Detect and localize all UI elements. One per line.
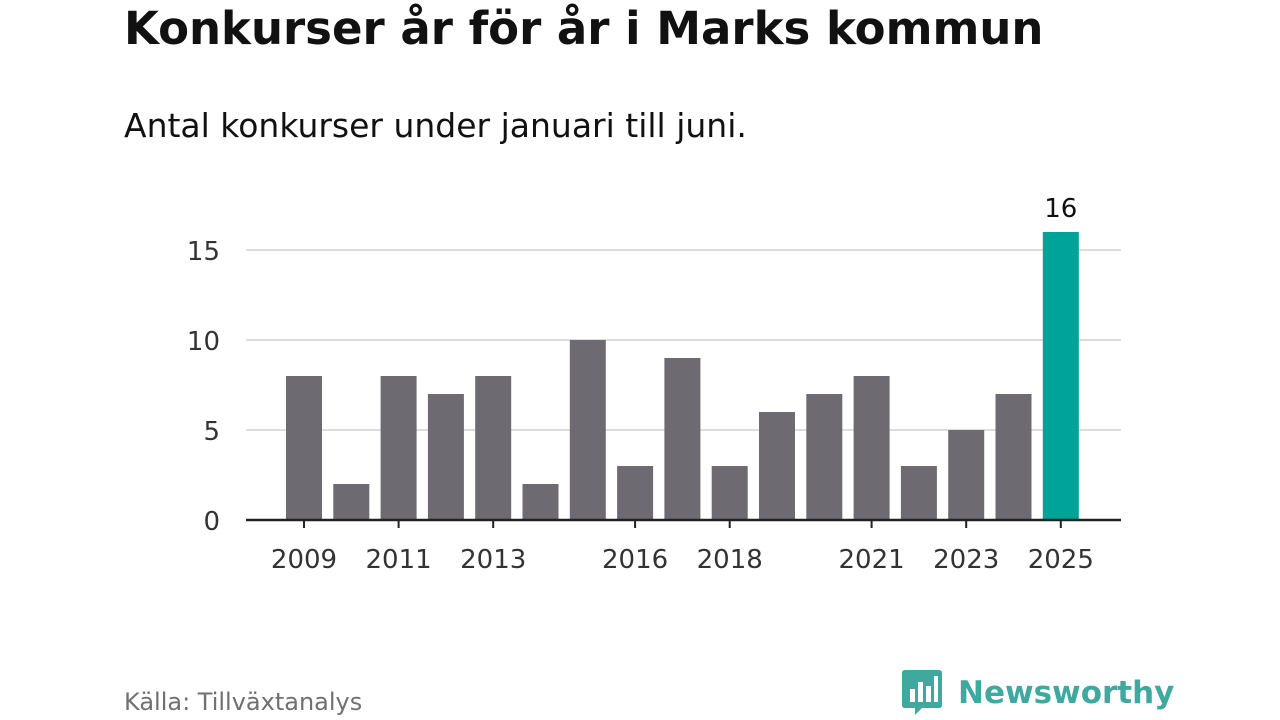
axes: [246, 518, 1121, 528]
bar-2022: [900, 466, 937, 520]
x-tick-label-2016: 2016: [602, 545, 668, 575]
bar-2010: [333, 484, 370, 520]
bar-2017: [664, 358, 701, 520]
bar-2014: [522, 484, 559, 520]
y-tick-label-0: 0: [203, 507, 220, 537]
x-tick-label-2023: 2023: [933, 545, 999, 575]
bar-2018: [711, 466, 748, 520]
bar-2015: [569, 340, 606, 520]
y-tick-label-5: 5: [203, 417, 220, 447]
bar-2012: [427, 394, 464, 520]
chart-subtitle: Antal konkurser under januari till juni.: [124, 106, 747, 145]
bars: [286, 232, 1079, 520]
x-tick-label-2009: 2009: [271, 545, 337, 575]
y-tick-label-10: 10: [187, 327, 220, 357]
bar-2016: [617, 466, 654, 520]
brand-logo: Newsworthy: [902, 670, 1175, 715]
brand-name: Newsworthy: [958, 675, 1175, 711]
x-tick-label-2013: 2013: [460, 545, 526, 575]
bar-2023: [948, 430, 985, 520]
bar-2013: [475, 376, 512, 520]
x-tick-label-2011: 2011: [366, 545, 432, 575]
data-label-2025: 16: [1044, 194, 1077, 224]
y-tick-label-15: 15: [187, 237, 220, 267]
labels: 0 5 10 15 2009 2011 2013 2016 2018 2021 2023 2025 16: [187, 194, 1094, 575]
source-note: Källa: Tillväxtanalys: [124, 688, 363, 716]
bar-2020: [806, 394, 843, 520]
bar-chart: 0 5 10 15 2009 2011 2013 2016 2018 2021 2023 2025 16: [187, 194, 1121, 575]
bar-2025: [1042, 232, 1079, 520]
bar-2009: [286, 376, 322, 520]
x-tick-label-2018: 2018: [697, 545, 763, 575]
bar-2019: [759, 412, 795, 520]
bar-2011: [380, 376, 417, 520]
newsworthy-logo-icon: [902, 670, 942, 715]
bar-2024: [995, 394, 1032, 520]
bar-2021: [853, 376, 890, 520]
x-tick-label-2021: 2021: [839, 545, 905, 575]
chart-title: Konkurser år för år i Marks kommun: [124, 2, 1044, 55]
x-tick-label-2025: 2025: [1028, 545, 1094, 575]
